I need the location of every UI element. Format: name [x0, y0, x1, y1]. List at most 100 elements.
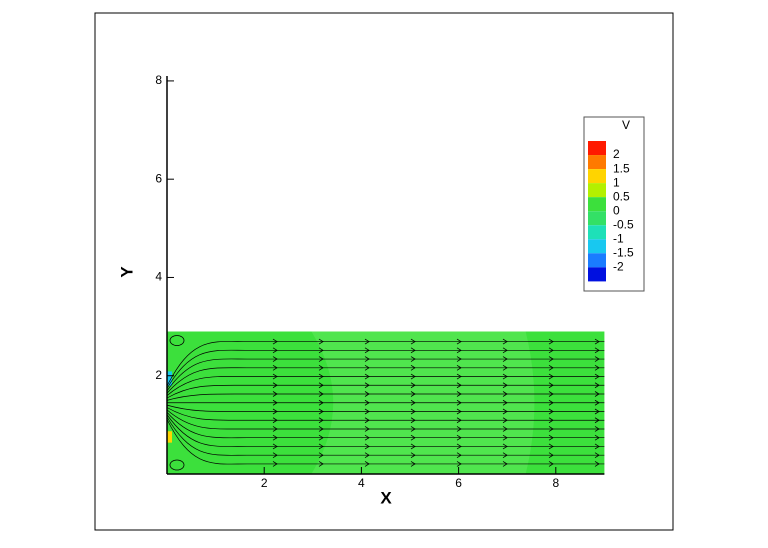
- streamline: [166, 376, 605, 396]
- arrow: [502, 452, 508, 459]
- legend-swatch: [588, 155, 606, 170]
- streamline: [166, 393, 605, 401]
- arrow: [502, 408, 508, 415]
- arrow: [410, 443, 416, 450]
- arrow: [548, 408, 554, 415]
- y-axis-title: Y: [117, 266, 136, 278]
- field-spot: [167, 431, 172, 443]
- arrow: [410, 408, 416, 415]
- arrow: [410, 364, 416, 371]
- arrow: [594, 338, 600, 345]
- legend-label: 1: [613, 175, 620, 189]
- field: [166, 331, 605, 474]
- arrow: [410, 417, 416, 424]
- arrow: [272, 338, 278, 345]
- arrow: [594, 417, 600, 424]
- arrow: [548, 443, 554, 450]
- arrow: [456, 408, 462, 415]
- streamline: [166, 404, 605, 412]
- arrow: [594, 382, 600, 389]
- arrow: [456, 391, 462, 397]
- arrow: [502, 356, 508, 362]
- arrow: [456, 426, 462, 432]
- arrow: [594, 364, 600, 371]
- arrow: [594, 434, 600, 441]
- streamline: [166, 358, 605, 392]
- vortex: [169, 335, 185, 346]
- arrow: [548, 461, 554, 467]
- arrow: [318, 426, 324, 432]
- arrow: [318, 461, 324, 467]
- legend-swatch: [588, 211, 606, 226]
- y-tick-label: 2: [155, 368, 162, 382]
- arrow: [272, 443, 278, 450]
- y-tick-label: 6: [155, 171, 162, 185]
- legend-label: 1.5: [613, 161, 630, 175]
- arrow: [364, 408, 370, 415]
- x-tick-label: 8: [552, 476, 559, 490]
- arrow: [364, 434, 370, 441]
- streamline: [166, 409, 605, 430]
- arrow: [272, 364, 278, 371]
- arrow: [318, 408, 324, 415]
- streamline: [166, 341, 605, 387]
- arrow: [594, 356, 600, 362]
- arrow: [502, 461, 508, 467]
- y-tick-label: 4: [155, 270, 162, 284]
- arrow: [502, 434, 508, 441]
- legend-label: -0.5: [613, 217, 634, 231]
- arrow: [502, 391, 508, 397]
- arrow: [548, 338, 554, 345]
- arrow: [318, 434, 324, 441]
- arrow: [410, 461, 416, 467]
- x-tick-label: 2: [261, 476, 268, 490]
- arrow: [594, 373, 600, 380]
- arrow: [548, 426, 554, 432]
- arrow: [272, 356, 278, 362]
- x-tick-label: 6: [455, 476, 462, 490]
- arrow: [272, 382, 278, 389]
- arrow: [594, 408, 600, 415]
- arrow: [272, 417, 278, 424]
- arrow: [548, 417, 554, 424]
- legend-swatch: [588, 141, 606, 156]
- arrow: [318, 399, 324, 406]
- arrow: [456, 347, 462, 354]
- legend-swatch: [588, 267, 606, 282]
- arrow: [456, 356, 462, 362]
- arrow: [272, 452, 278, 459]
- arrow: [502, 364, 508, 371]
- arrow: [502, 338, 508, 345]
- arrow: [272, 426, 278, 432]
- arrow: [548, 399, 554, 406]
- streamline: [166, 419, 605, 465]
- arrow: [548, 452, 554, 459]
- arrow: [364, 452, 370, 459]
- arrow: [272, 391, 278, 397]
- arrow: [456, 434, 462, 441]
- arrow: [364, 364, 370, 371]
- arrow: [364, 443, 370, 450]
- arrow: [502, 443, 508, 450]
- legend: V 21.510.50-0.5-1-1.5-2: [583, 116, 645, 292]
- arrow: [456, 399, 462, 406]
- arrow: [456, 382, 462, 389]
- arrow: [594, 443, 600, 450]
- arrow: [318, 347, 324, 354]
- axes: 2 4 6 8 2 4 6 8: [155, 73, 605, 490]
- x-axis-title: X: [380, 488, 392, 507]
- arrow: [502, 382, 508, 389]
- arrow: [594, 347, 600, 354]
- arrow: [594, 461, 600, 467]
- legend-label: 2: [613, 147, 620, 161]
- arrow: [364, 356, 370, 362]
- arrow: [548, 391, 554, 397]
- arrow: [318, 356, 324, 362]
- streamline: [166, 416, 605, 456]
- legend-swatch: [588, 253, 606, 268]
- arrow: [410, 347, 416, 354]
- legend-swatch: [588, 225, 606, 240]
- arrow: [318, 382, 324, 389]
- arrow: [410, 373, 416, 380]
